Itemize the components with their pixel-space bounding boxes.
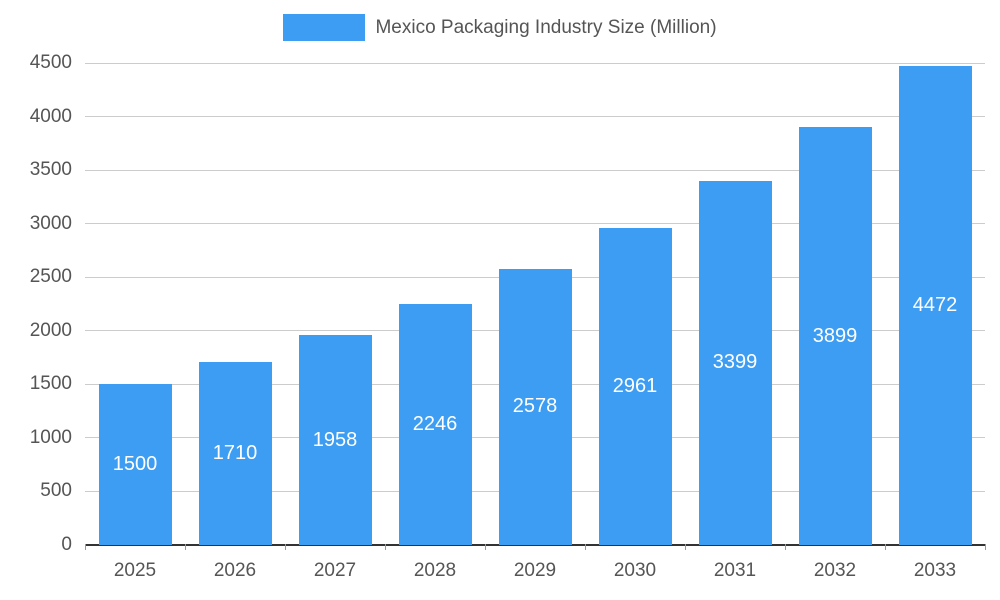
legend-swatch bbox=[283, 14, 366, 41]
x-axis-tick bbox=[685, 544, 686, 550]
gridline-y-4500 bbox=[85, 62, 985, 64]
bar-2027: 1958 bbox=[298, 335, 372, 545]
gridline-y-4000 bbox=[85, 116, 985, 118]
bar-value-label: 3899 bbox=[812, 324, 858, 347]
bar-2025: 1500 bbox=[98, 384, 172, 545]
y-axis-tick-label: 3000 bbox=[29, 212, 72, 234]
x-axis-tick bbox=[185, 544, 186, 550]
bar-2033: 4472 bbox=[898, 66, 972, 545]
bar-value-label: 2246 bbox=[412, 413, 458, 436]
x-axis-tick bbox=[585, 544, 586, 550]
x-axis-tick bbox=[385, 544, 386, 550]
y-axis-tick-label: 2000 bbox=[29, 319, 72, 341]
bar-2026: 1710 bbox=[198, 361, 272, 545]
bar-2030: 2961 bbox=[598, 227, 672, 545]
x-axis-tick bbox=[85, 544, 86, 550]
x-axis-tick-label: 2031 bbox=[713, 560, 757, 581]
y-axis-tick-label: 0 bbox=[61, 534, 72, 555]
bar-value-label: 2961 bbox=[612, 374, 658, 397]
chart-legend: Mexico Packaging Industry Size (Million) bbox=[0, 14, 1000, 41]
y-axis-tick-label: 1000 bbox=[29, 426, 72, 448]
x-axis-tick-label: 2029 bbox=[513, 560, 557, 581]
x-axis-tick-label: 2030 bbox=[613, 560, 657, 581]
x-axis-line bbox=[85, 544, 985, 546]
bar-2032: 3899 bbox=[798, 127, 872, 545]
bar-2028: 2246 bbox=[398, 304, 472, 545]
bar-value-label: 1710 bbox=[212, 441, 258, 464]
y-axis-tick-label: 2500 bbox=[29, 266, 72, 288]
x-axis-tick-label: 2026 bbox=[213, 560, 257, 581]
x-axis-tick-label: 2025 bbox=[113, 560, 157, 581]
y-axis-tick-label: 500 bbox=[40, 480, 72, 502]
bar-value-label: 1500 bbox=[112, 453, 158, 476]
y-axis-tick-label: 4000 bbox=[29, 105, 72, 127]
bar-2029: 2578 bbox=[498, 268, 572, 545]
bar-value-label: 1958 bbox=[312, 428, 358, 451]
x-axis-tick bbox=[885, 544, 886, 550]
legend-label: Mexico Packaging Industry Size (Million) bbox=[375, 16, 717, 38]
y-axis-tick-label: 3500 bbox=[29, 159, 72, 181]
bar-value-label: 4472 bbox=[912, 294, 958, 316]
x-axis-tick-label: 2032 bbox=[813, 560, 857, 581]
bar-value-label: 3399 bbox=[712, 351, 758, 374]
x-axis-tick bbox=[285, 544, 286, 550]
gridline-y-3500 bbox=[85, 169, 985, 171]
x-axis-tick-label: 2028 bbox=[413, 560, 457, 581]
x-axis-tick bbox=[785, 544, 786, 550]
x-axis-tick bbox=[485, 544, 486, 550]
x-axis-tick-label: 2033 bbox=[913, 560, 957, 581]
plot-area: 1500 1710 1958 2246 2578 2961 3399 3899 4472 bbox=[85, 62, 986, 550]
x-axis-tick bbox=[985, 544, 986, 550]
x-axis-tick-label: 2027 bbox=[313, 560, 357, 581]
gridline-y-3000 bbox=[85, 223, 985, 225]
bar-value-label: 2578 bbox=[512, 395, 558, 418]
bar-2031: 3399 bbox=[698, 180, 772, 545]
y-axis-tick-label: 1500 bbox=[29, 373, 72, 395]
y-axis-tick-label: 4500 bbox=[29, 52, 72, 73]
